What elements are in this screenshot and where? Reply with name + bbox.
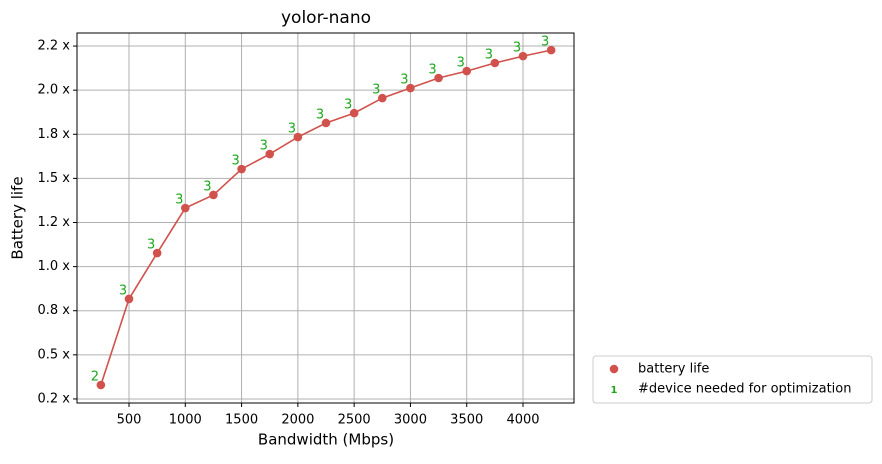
point-label: 3	[231, 154, 239, 169]
x-tick-label: 500	[117, 413, 142, 428]
point-label: 3	[175, 193, 183, 208]
point	[349, 108, 359, 118]
point-label: 3	[203, 179, 211, 194]
point-label: 3	[260, 139, 268, 154]
point	[180, 203, 190, 213]
x-tick-label: 2000	[281, 413, 314, 428]
point	[265, 149, 275, 159]
point	[462, 66, 472, 76]
x-tick-label: 4000	[506, 413, 539, 428]
point-label: 3	[541, 35, 549, 50]
y-tick-label: 0.2 x	[38, 391, 71, 406]
y-tick-label: 1.2 x	[38, 215, 71, 230]
point	[321, 118, 331, 128]
y-tick-label: 0.8 x	[38, 303, 71, 318]
point-label: 3	[513, 41, 521, 56]
point-label: 3	[119, 283, 127, 298]
point	[293, 132, 303, 142]
point	[490, 58, 500, 68]
point	[209, 190, 218, 200]
point-label: 3	[288, 122, 296, 137]
y-tick-label: 1.0 x	[38, 259, 71, 274]
point	[434, 73, 443, 83]
y-tick-label: 1.5 x	[38, 171, 71, 186]
point	[152, 248, 162, 258]
x-tick-label: 1500	[225, 413, 258, 428]
x-axis-label: Bandwidth (Mbps)	[258, 431, 394, 449]
point-label: 3	[485, 47, 493, 62]
point	[518, 51, 528, 61]
point	[237, 164, 246, 174]
legend-box	[592, 355, 873, 404]
chart-title: yolor-nano	[281, 8, 371, 28]
legend-label: #device needed for optimization	[638, 382, 851, 397]
y-axis-label: Battery life	[9, 176, 27, 259]
point	[406, 83, 415, 93]
point-label: 3	[400, 73, 408, 88]
point-label: 3	[316, 107, 324, 122]
point-label: 3	[457, 56, 465, 71]
point-label: 2	[91, 370, 99, 385]
point-label: 3	[147, 238, 155, 253]
x-tick-label: 1000	[169, 413, 202, 428]
point	[124, 294, 134, 304]
x-tick-label: 3500	[450, 413, 483, 428]
point	[96, 380, 106, 390]
legend-marker: 1	[611, 385, 618, 396]
legend-marker	[609, 364, 619, 374]
point	[377, 93, 387, 103]
legend-label: battery life	[638, 362, 709, 377]
plot-frame	[76, 32, 575, 404]
point-label: 3	[428, 62, 436, 77]
x-tick-label: 2500	[338, 413, 371, 428]
x-tick-label: 3000	[394, 413, 427, 428]
y-tick-label: 1.8 x	[38, 127, 71, 142]
y-tick-label: 2.0 x	[38, 83, 71, 98]
y-tick-label: 2.2 x	[38, 39, 71, 54]
point	[546, 45, 556, 55]
y-tick-label: 0.5 x	[38, 347, 71, 362]
line	[100, 49, 552, 386]
point-label: 3	[344, 98, 352, 113]
point-label: 3	[372, 83, 380, 98]
